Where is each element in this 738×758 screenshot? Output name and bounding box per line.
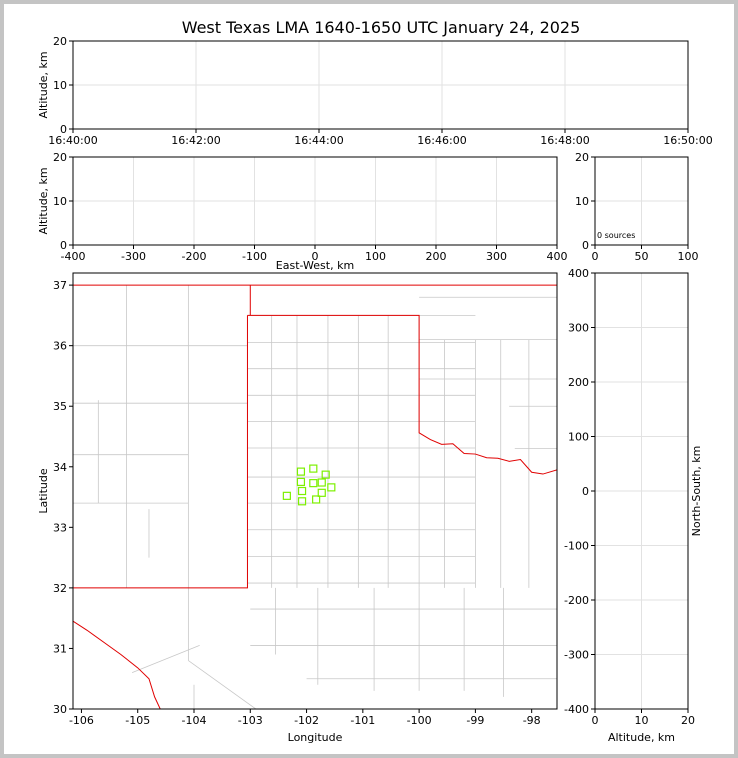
ns-height-xtick-label: 20: [681, 714, 695, 727]
figure-frame: West Texas LMA 1640-1650 UTC January 24,…: [4, 4, 734, 754]
time-height-xtick-label: 16:42:00: [171, 134, 220, 147]
map-xtick-label: -105: [125, 714, 150, 727]
time-height-xtick-label: 16:50:00: [663, 134, 712, 147]
map-ytick-label: 32: [53, 582, 67, 595]
time-height-axes-frame: [72, 40, 689, 130]
map-ylabel: Latitude: [37, 468, 50, 514]
county-line: [188, 660, 257, 709]
ew-height-axes-frame: [72, 156, 558, 246]
map-ytick-label: 35: [53, 400, 67, 413]
lightning-source-marker: [297, 497, 307, 506]
ew-height-xtick-label: 100: [365, 250, 386, 263]
ns-height-ytick-label: -400: [564, 703, 589, 716]
ew-height-ytick-label: 20: [53, 151, 67, 164]
map-ytick-label: 31: [53, 642, 67, 655]
time-height-xtick-label: 16:46:00: [417, 134, 466, 147]
time-height-ytick-label: 0: [60, 123, 67, 136]
time-height-xtick-label: 16:44:00: [294, 134, 343, 147]
ns-height-axes-frame: [594, 272, 689, 710]
ns-height-xlabel: Altitude, km: [608, 731, 675, 744]
time-height-ylabel: Altitude, km: [37, 51, 50, 118]
ew-height-xtick-label: -100: [242, 250, 267, 263]
texas-oklahoma-border: [247, 314, 557, 475]
lightning-source-marker: [296, 477, 306, 487]
lightning-source-marker: [312, 495, 321, 504]
ns-height-ytick-label: -100: [564, 540, 589, 553]
ns-height-xtick-label: 10: [635, 714, 649, 727]
panel-histogram: 0 sources 0 50 100 0 10 20: [575, 151, 699, 263]
histogram-ytick-label: 10: [575, 195, 589, 208]
time-height-xtick-label: 16:40:00: [48, 134, 97, 147]
ew-height-xtick-label: 300: [486, 250, 507, 263]
map-xtick-label: -102: [294, 714, 319, 727]
map-xlabel: Longitude: [288, 731, 343, 744]
histogram-xtick-label: 0: [592, 250, 599, 263]
lma-figure: West Texas LMA 1640-1650 UTC January 24,…: [37, 18, 713, 744]
figure-title: West Texas LMA 1640-1650 UTC January 24,…: [182, 18, 581, 37]
panel-plan-view: -106 -105 -104 -103 -102 -101 -100 -99 -98 30 31 32…: [37, 272, 558, 744]
county-line: [131, 645, 200, 674]
ew-height-xtick-label: -200: [182, 250, 207, 263]
ew-height-xtick-label: -400: [61, 250, 86, 263]
ew-height-xtick-label: -300: [121, 250, 146, 263]
histogram-xtick-label: 50: [635, 250, 649, 263]
map-xtick-label: -101: [350, 714, 375, 727]
histogram-xtick-label: 100: [678, 250, 699, 263]
lightning-source-marker: [327, 483, 336, 492]
histogram-ytick-label: 20: [575, 151, 589, 164]
texas-newmexico-border: [73, 315, 248, 589]
map-ytick-label: 37: [53, 279, 67, 292]
lightning-source-marker: [309, 464, 318, 473]
map-ytick-label: 36: [53, 340, 67, 353]
lightning-source-marker: [282, 491, 291, 500]
map-xtick-label: -104: [182, 714, 207, 727]
ns-height-ytick-label: 100: [568, 431, 589, 444]
map-xtick-label: -106: [69, 714, 94, 727]
ns-height-ytick-label: 300: [568, 322, 589, 335]
map-layers: [73, 284, 557, 709]
ew-height-ytick-label: 0: [60, 239, 67, 252]
lightning-source-marker: [317, 478, 326, 487]
time-height-xtick-label: 16:48:00: [540, 134, 589, 147]
ns-height-ylabel: North-South, km: [690, 446, 703, 537]
histogram-annotation: 0 sources: [597, 231, 635, 240]
panel-east-west-height: -400 -300 -200 -100 0 100 200 300 400 0 10 20Altitu…: [37, 151, 568, 272]
ew-height-ytick-label: 10: [53, 195, 67, 208]
ew-height-xlabel: East-West, km: [276, 259, 354, 272]
ns-height-ytick-label: 400: [568, 267, 589, 280]
ew-height-xtick-label: 0: [312, 250, 319, 263]
lightning-source-marker: [309, 479, 318, 488]
histogram-axes-frame: [594, 156, 689, 246]
lightning-source-marker: [317, 488, 326, 497]
ns-height-ytick-label: 200: [568, 376, 589, 389]
time-height-ytick-label: 20: [53, 35, 67, 48]
map-ytick-label: 33: [53, 521, 67, 534]
map-xtick-label: -98: [523, 714, 541, 727]
time-height-ytick-label: 10: [53, 79, 67, 92]
lightning-source-marker: [296, 467, 306, 476]
ew-height-ylabel: Altitude, km: [37, 167, 50, 234]
ew-height-xtick-label: 200: [426, 250, 447, 263]
histogram-ytick-label: 0: [582, 239, 589, 252]
ns-height-xtick-label: 0: [592, 714, 599, 727]
map-xtick-label: -103: [238, 714, 263, 727]
map-xtick-label: -99: [466, 714, 484, 727]
ns-height-ytick-label: -200: [564, 594, 589, 607]
map-xtick-label: -100: [407, 714, 432, 727]
map-axes-frame: [72, 272, 558, 710]
ew-height-xtick-label: 400: [547, 250, 568, 263]
ns-height-ytick-label: 0: [582, 485, 589, 498]
lightning-source-marker: [321, 470, 330, 479]
map-ytick-label: 34: [53, 461, 67, 474]
map-ytick-label: 30: [53, 703, 67, 716]
ns-height-ytick-label: -300: [564, 649, 589, 662]
lightning-source-marker: [297, 486, 307, 496]
panel-time-height: 16:40:00 16:42:00 16:44:00 16:46:00 16:48:00…: [37, 35, 713, 147]
rio-grande-border: [73, 620, 161, 709]
panel-north-south-height: 0 10 20 -400 -300 -200 -100 0 100 200 300 400 Altitu…: [564, 267, 703, 744]
